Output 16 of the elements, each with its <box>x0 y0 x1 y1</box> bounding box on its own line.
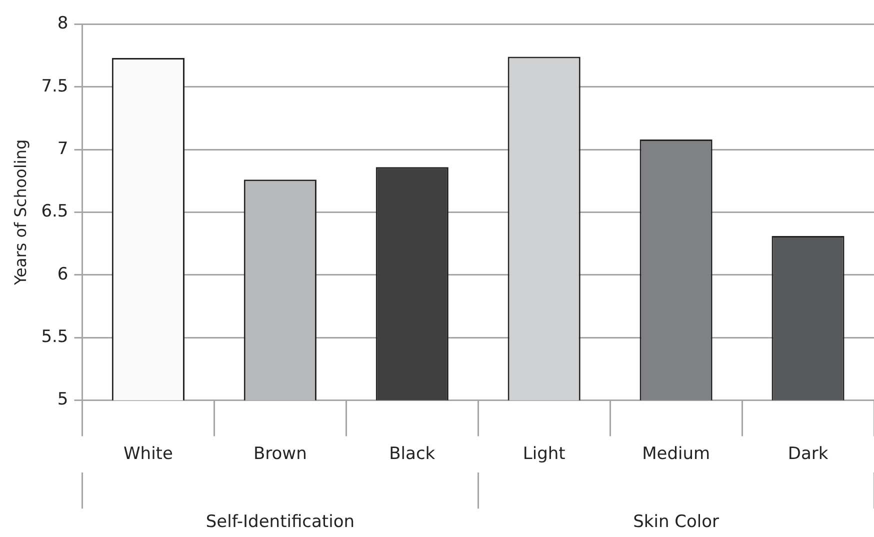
text: Self-Identification <box>206 512 354 532</box>
y-tick-label: 7.5 <box>41 76 68 96</box>
x-tick-label: Medium <box>642 444 710 464</box>
y-tick-label: 8 <box>57 14 68 34</box>
y-tick-label: 6.5 <box>41 202 68 222</box>
y-tick-label: 5.5 <box>41 326 68 347</box>
y-tick-label: 5 <box>57 390 68 410</box>
text: Skin Color <box>633 512 720 532</box>
x-tick-label: Brown <box>253 444 307 464</box>
x-tick-label: Black <box>389 444 436 464</box>
y-tick-label: 6 <box>57 264 68 284</box>
x-tick-label: Light <box>522 444 566 464</box>
x-tick-label: Dark <box>788 444 828 464</box>
y-tick-label: 7 <box>57 138 68 159</box>
y-axis-title: Years of Schooling <box>10 139 30 286</box>
x-tick-label: White <box>123 444 173 464</box>
